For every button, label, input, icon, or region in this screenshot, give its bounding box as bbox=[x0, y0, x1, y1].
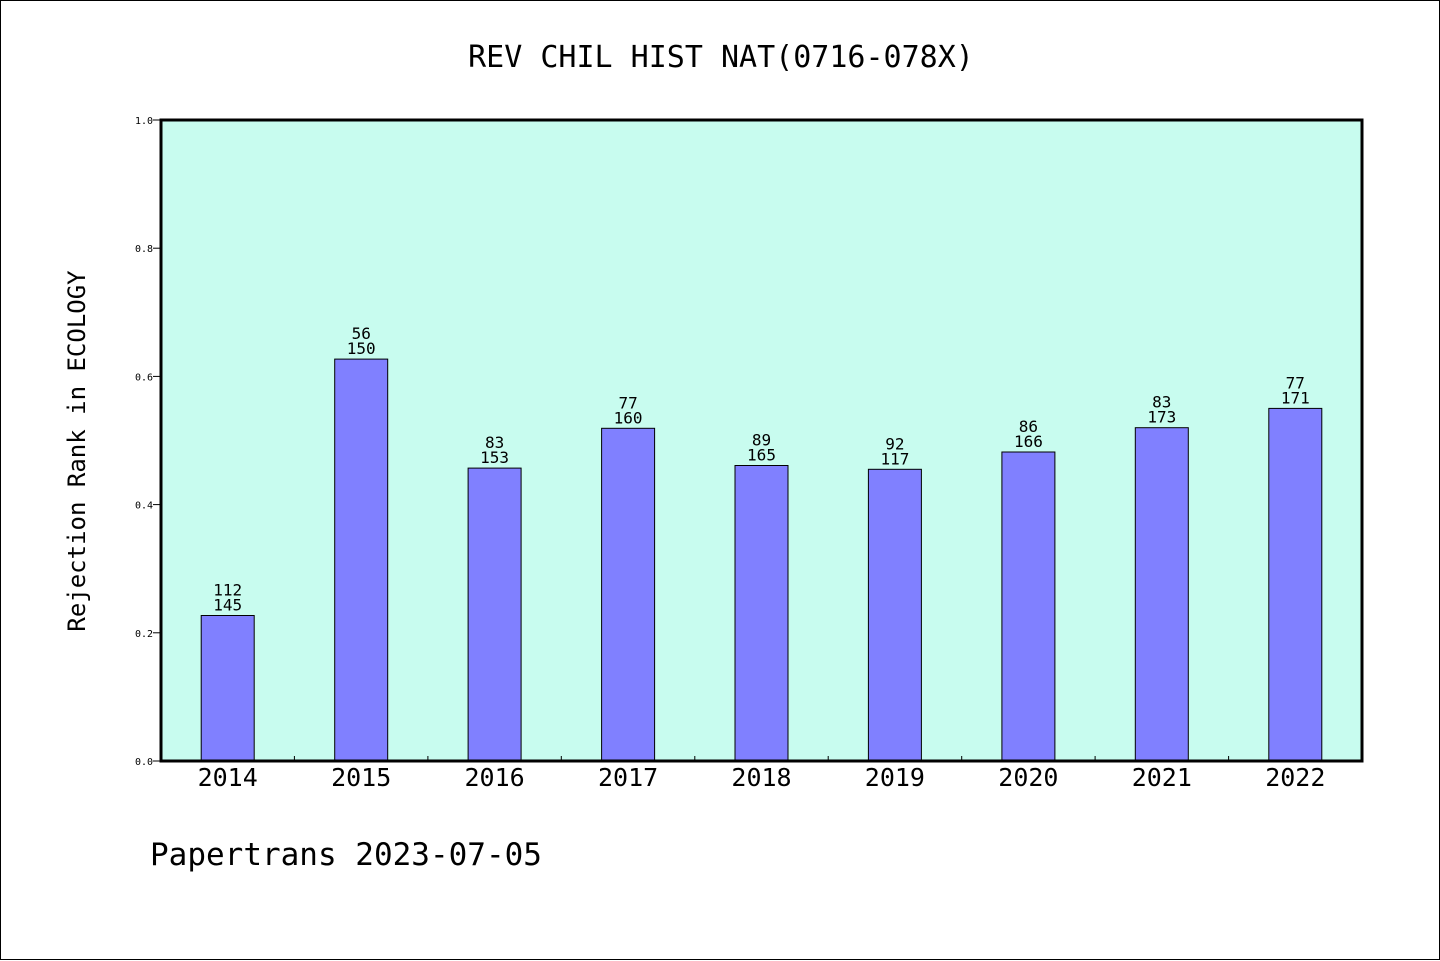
bar-2014 bbox=[200, 615, 255, 762]
bar-label-top-2016: 83 bbox=[485, 433, 504, 452]
y-tick-label: 0.0 bbox=[135, 757, 153, 768]
x-tick-label-2022: 2022 bbox=[1265, 763, 1325, 792]
bar-label-top-2014: 112 bbox=[213, 581, 242, 600]
x-tick-label-2017: 2017 bbox=[598, 763, 658, 792]
y-tick-label: 0.2 bbox=[135, 629, 153, 640]
y-tick-label: 0.8 bbox=[135, 244, 153, 255]
x-tick-label-2019: 2019 bbox=[865, 763, 925, 792]
bar-2017 bbox=[601, 427, 656, 762]
bar-label-bottom-2016: 153 bbox=[480, 448, 509, 467]
bar-2018 bbox=[734, 465, 789, 762]
bar-label-bottom-2014: 145 bbox=[213, 596, 242, 615]
bar-label-top-2018: 89 bbox=[752, 431, 771, 450]
bar-label-top-2021: 83 bbox=[1152, 393, 1171, 412]
bar-2019 bbox=[867, 468, 922, 762]
bar-label-bottom-2020: 166 bbox=[1014, 432, 1043, 451]
bar-2015 bbox=[334, 358, 389, 762]
bar-label-top-2020: 86 bbox=[1019, 417, 1038, 436]
y-tick-label: 0.6 bbox=[135, 372, 153, 383]
y-axis-label: Rejection Rank in ECOLOGY bbox=[63, 270, 91, 632]
bar-label-top-2017: 77 bbox=[618, 393, 637, 412]
bar-label-bottom-2021: 173 bbox=[1147, 408, 1176, 427]
bar-label-top-2015: 56 bbox=[352, 324, 371, 343]
bar-label-bottom-2017: 160 bbox=[614, 408, 643, 427]
bar-2016 bbox=[467, 467, 522, 762]
x-tick-label-2021: 2021 bbox=[1132, 763, 1192, 792]
x-tick-label-2016: 2016 bbox=[464, 763, 524, 792]
bar-label-bottom-2018: 165 bbox=[747, 446, 776, 465]
chart-title: REV CHIL HIST NAT(0716-078X) bbox=[468, 40, 974, 75]
bar-label-bottom-2019: 117 bbox=[880, 449, 909, 468]
bar-label-top-2019: 92 bbox=[885, 434, 904, 453]
x-tick-label-2014: 2014 bbox=[198, 763, 258, 792]
bar-2021 bbox=[1134, 427, 1189, 762]
bar-2022 bbox=[1268, 407, 1323, 762]
plot-frame bbox=[159, 118, 1364, 763]
bar-2020 bbox=[1001, 451, 1056, 762]
x-tick-label-2020: 2020 bbox=[998, 763, 1058, 792]
bars-layer: 1121455615083153771608916592117861668317… bbox=[200, 324, 1323, 762]
bar-label-top-2022: 77 bbox=[1286, 373, 1305, 392]
footer-credit: Papertrans 2023-07-05 bbox=[150, 837, 542, 873]
y-tick-label: 0.4 bbox=[135, 501, 153, 512]
x-tick-label-2018: 2018 bbox=[731, 763, 791, 792]
bar-label-bottom-2015: 150 bbox=[347, 339, 376, 358]
bar-label-bottom-2022: 171 bbox=[1281, 388, 1310, 407]
ticks-layer: 2014 2015 2016 2017 2018 2019 2020 2021 2022 0.0 0… bbox=[135, 116, 1325, 792]
y-tick-label: 1.0 bbox=[135, 116, 153, 127]
x-tick-label-2015: 2015 bbox=[331, 763, 391, 792]
